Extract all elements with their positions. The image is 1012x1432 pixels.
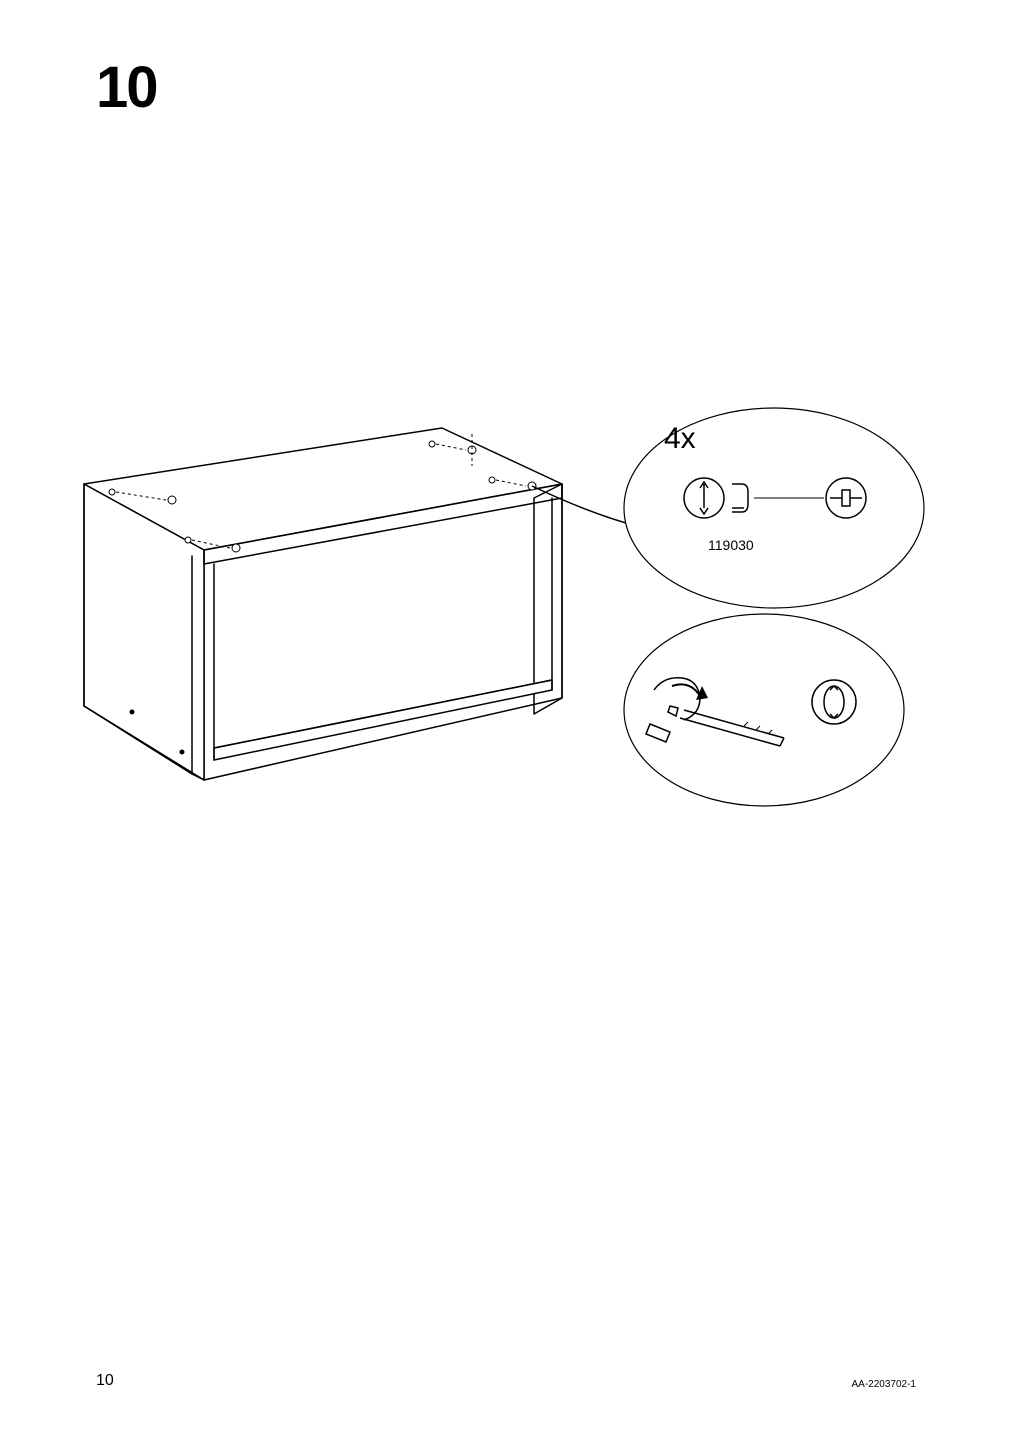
camlock-end-icon: [826, 478, 866, 518]
step-number: 10: [96, 54, 157, 121]
assembly-diagram: 4x 119030: [64, 380, 944, 900]
quantity-label: 4x: [664, 422, 696, 455]
part-number: 119030: [708, 537, 754, 553]
instruction-page: 10: [0, 0, 1012, 1432]
document-code: AA-2203702-1: [852, 1379, 917, 1390]
camlock-front-icon: [684, 478, 724, 518]
action-callout: [624, 614, 904, 806]
part-callout: 4x 119030: [624, 408, 924, 608]
camlock-side-icon: [732, 484, 748, 512]
page-number: 10: [96, 1372, 114, 1390]
camlock-target-icon: [812, 680, 856, 724]
